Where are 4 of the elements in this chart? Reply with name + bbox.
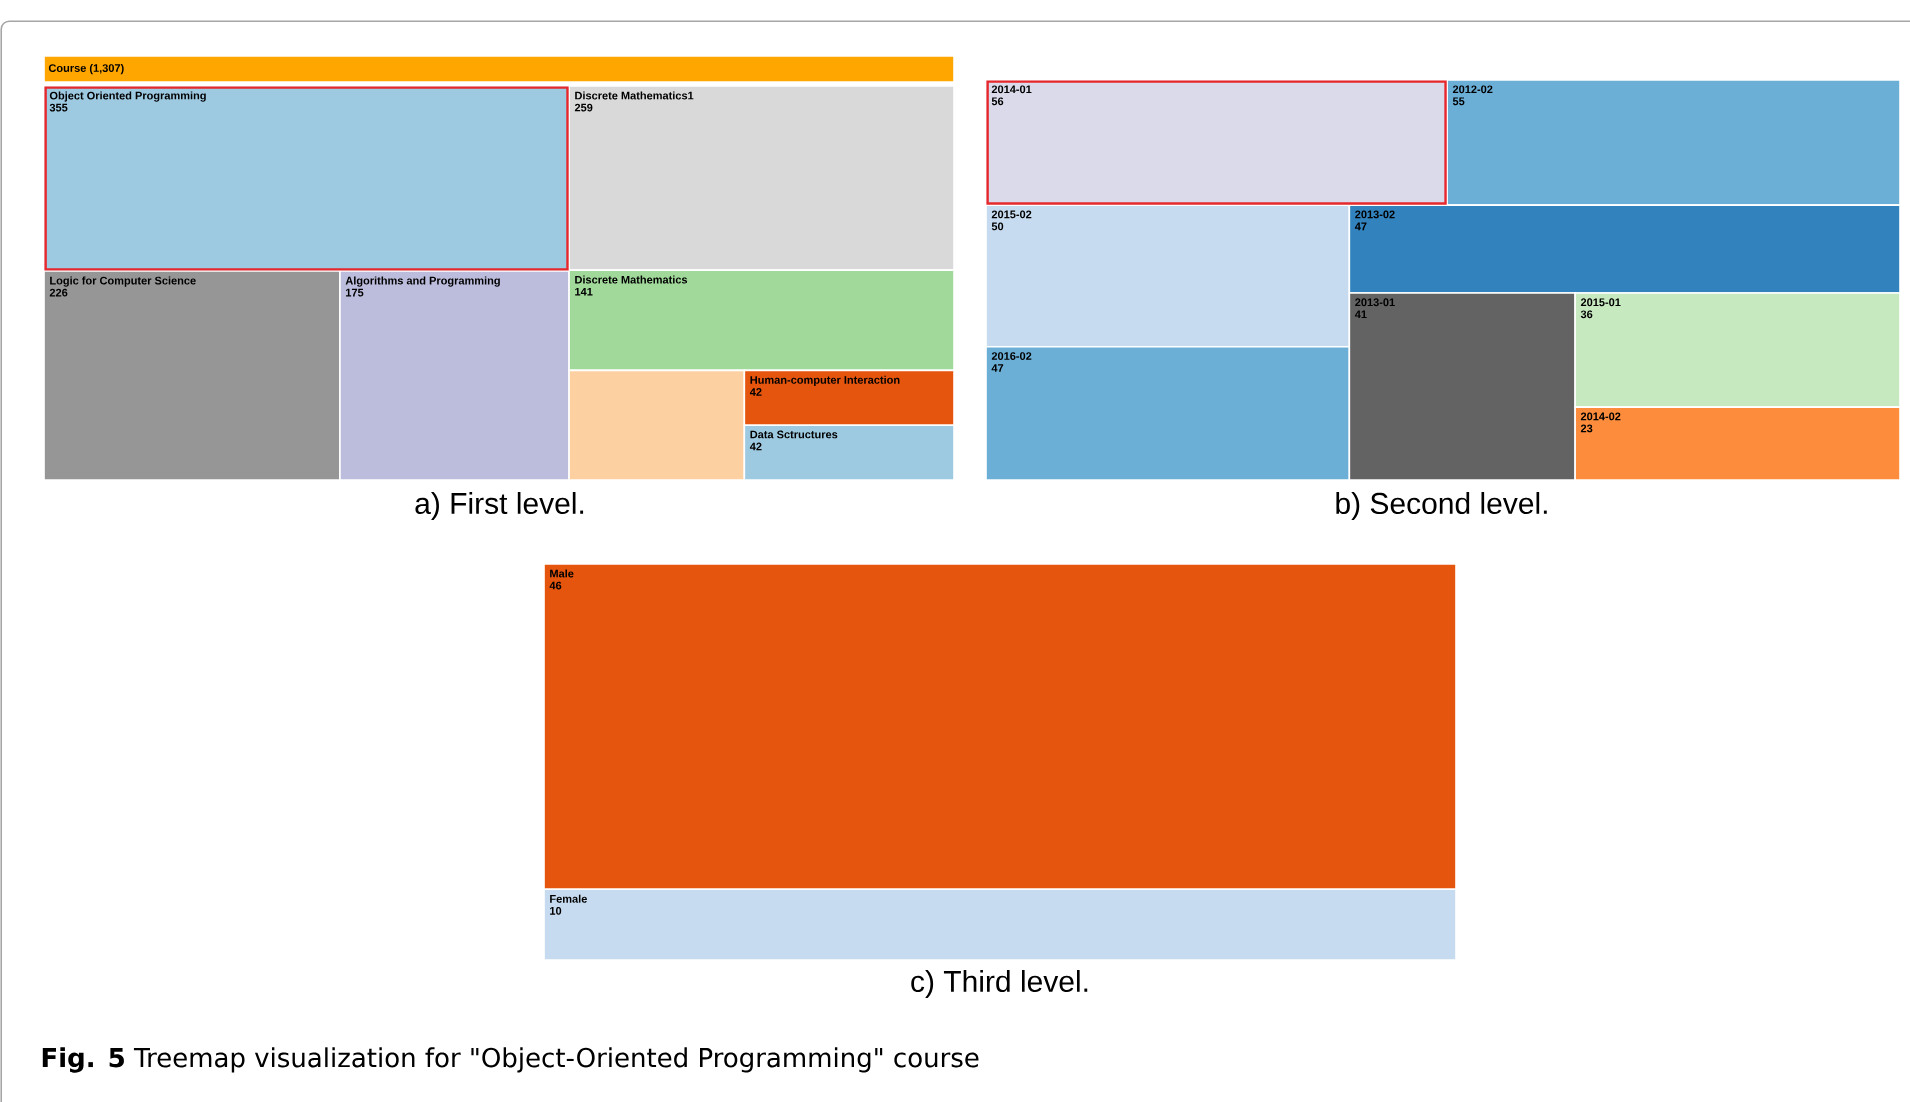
text: Fig. 5 Treemap visualization for "Object-Oriented Programming" course	[42, 1047, 979, 1073]
text: b) Second level.	[1336, 492, 1547, 520]
text: c) Third level.	[911, 970, 1088, 998]
text: a) First level.	[415, 492, 584, 520]
